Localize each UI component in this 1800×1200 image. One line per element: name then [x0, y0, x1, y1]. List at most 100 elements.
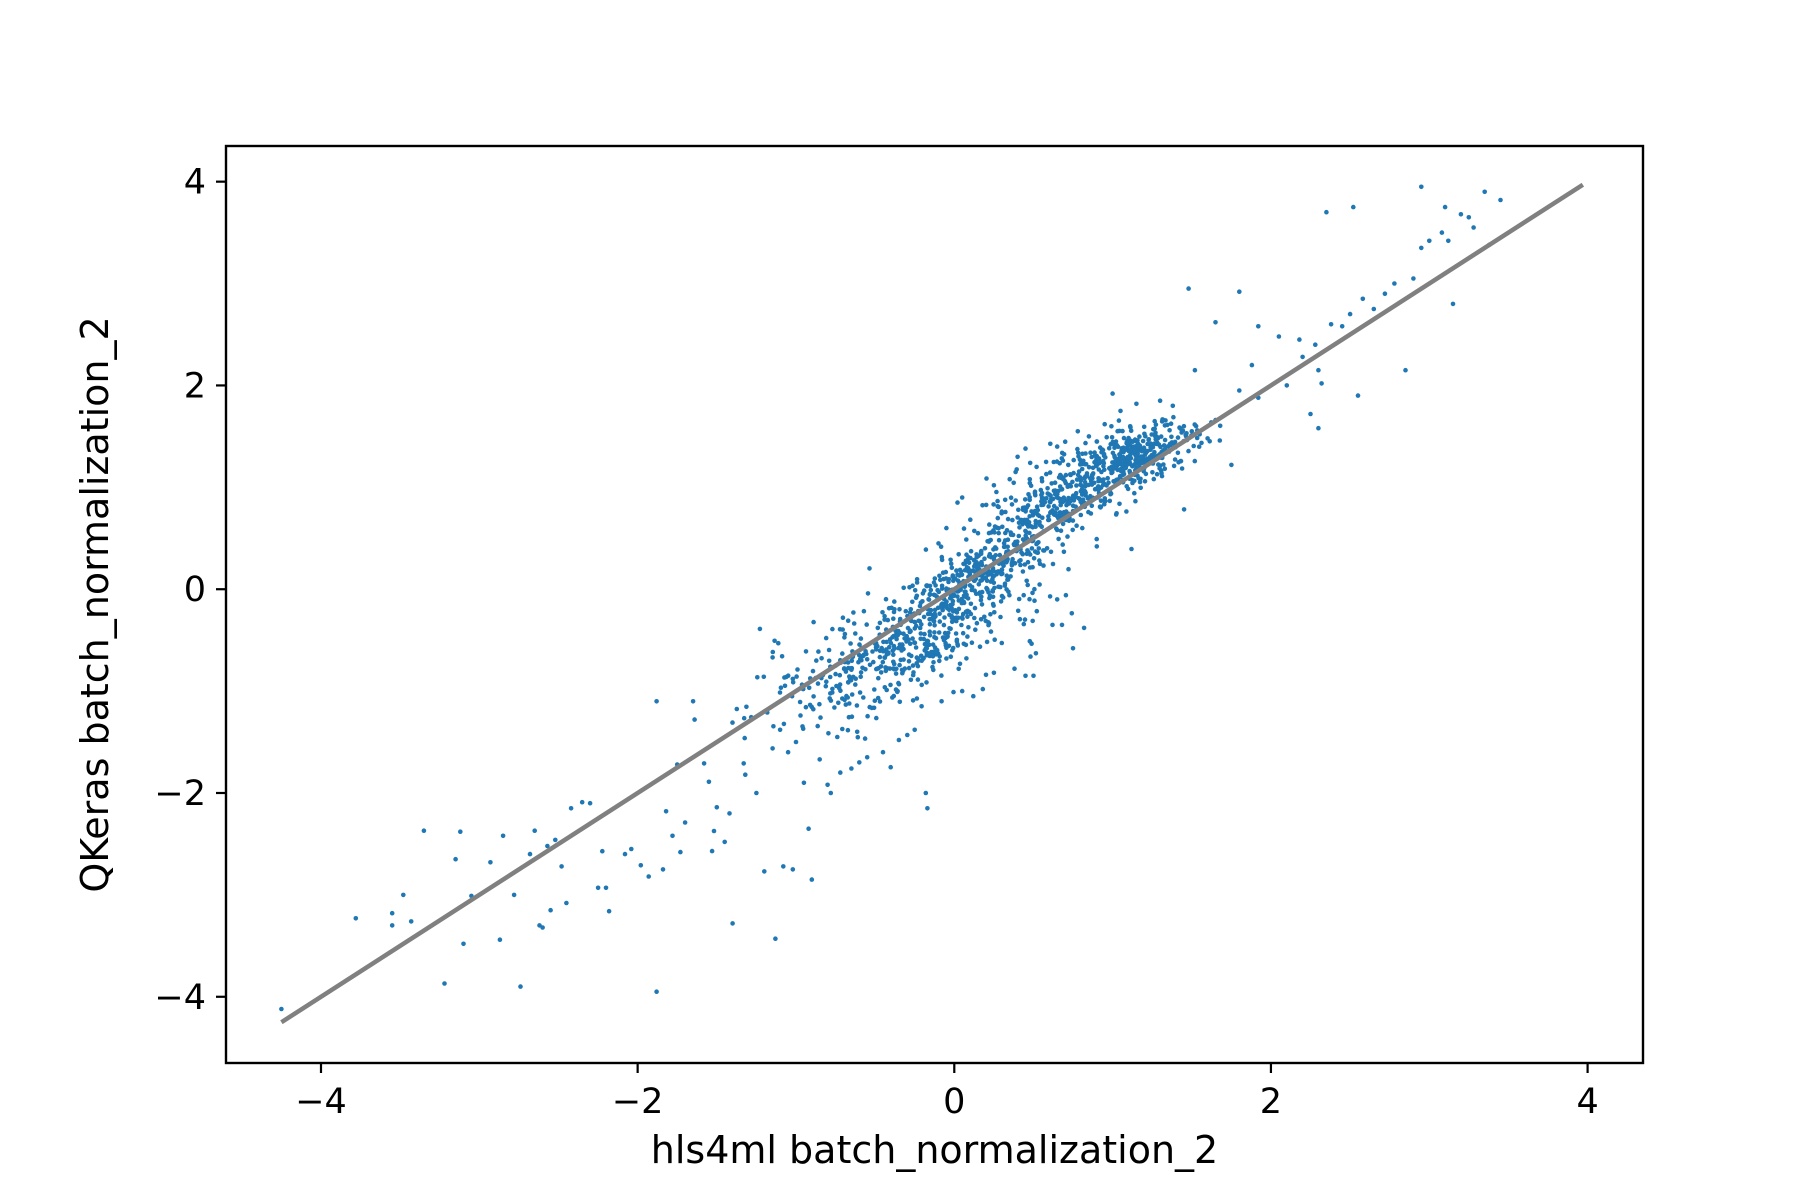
scatter-point	[1027, 552, 1033, 557]
scatter-point	[914, 696, 920, 701]
scatter-point	[982, 556, 987, 561]
scatter-point	[891, 609, 897, 615]
scatter-point	[1054, 597, 1060, 602]
scatter-point	[1022, 562, 1028, 567]
scatter-point	[1339, 324, 1345, 329]
scatter-point	[1018, 517, 1024, 523]
scatter-point	[907, 585, 912, 590]
scatter-point	[906, 665, 912, 671]
scatter-point	[980, 503, 985, 508]
scatter-point	[1113, 458, 1118, 464]
scatter-point	[1062, 478, 1068, 484]
scatter-point	[964, 656, 969, 661]
scatter-point	[1027, 477, 1033, 482]
scatter-point	[1119, 448, 1124, 454]
scatter-point	[972, 588, 977, 593]
x-tick-label: −4	[295, 1082, 347, 1122]
scatter-point	[1033, 521, 1039, 527]
scatter-point	[803, 649, 809, 654]
scatter-point	[827, 674, 833, 680]
scatter-point	[985, 570, 990, 576]
scatter-point	[568, 806, 574, 811]
scatter-point	[1080, 525, 1085, 531]
scatter-point	[1120, 472, 1126, 478]
scatter-point	[1008, 567, 1014, 573]
scatter-point	[1154, 435, 1159, 440]
scatter-point	[1442, 204, 1448, 210]
scatter-point	[1124, 509, 1129, 514]
scatter-point	[817, 757, 822, 762]
scatter-point	[1154, 471, 1160, 477]
scatter-point	[1018, 562, 1023, 568]
scatter-point	[1165, 422, 1170, 428]
scatter-point	[1127, 448, 1133, 453]
scatter-point	[540, 925, 545, 930]
scatter-point	[1022, 617, 1028, 622]
scatter-point	[891, 652, 896, 657]
scatter-point	[898, 644, 903, 650]
scatter-point	[1056, 475, 1062, 480]
scatter-point	[897, 630, 903, 636]
scatter-point	[803, 704, 809, 710]
scatter-point	[1137, 461, 1142, 467]
scatter-point	[880, 749, 886, 755]
scatter-point	[856, 652, 862, 658]
scatter-point	[1070, 518, 1076, 523]
scatter-point	[841, 666, 847, 672]
scatter-point	[948, 561, 954, 566]
scatter-point	[950, 601, 955, 607]
scatter-point	[940, 570, 946, 575]
scatter-point	[1017, 616, 1023, 622]
scatter-point	[1013, 498, 1018, 503]
scatter-point	[984, 578, 990, 583]
scatter-point	[954, 637, 960, 643]
scatter-point	[877, 654, 883, 660]
scatter-point	[848, 666, 853, 671]
scatter-point	[1009, 561, 1015, 566]
scatter-point	[595, 885, 601, 891]
scatter-point	[1037, 582, 1042, 587]
scatter-point	[1000, 595, 1006, 600]
scatter-point	[1094, 544, 1100, 549]
scatter-point	[1048, 510, 1053, 516]
scatter-point	[972, 569, 977, 574]
scatter-point	[849, 766, 854, 771]
scatter-point	[784, 674, 789, 680]
scatter-point	[818, 715, 823, 720]
x-axis-ticks: −4 −2 0 2 4	[295, 1063, 1599, 1122]
scatter-point	[1012, 666, 1017, 671]
scatter-point	[777, 690, 783, 695]
scatter-point	[1471, 225, 1476, 230]
scatter-point	[800, 724, 805, 729]
scatter-point	[854, 703, 860, 708]
scatter-point	[1041, 563, 1046, 568]
scatter-point	[888, 764, 893, 770]
scatter-point	[817, 701, 822, 707]
scatter-point	[1066, 462, 1071, 468]
scatter-point	[777, 727, 783, 733]
scatter-point	[999, 571, 1004, 577]
scatter-point	[1082, 476, 1087, 481]
scatter-point	[937, 619, 943, 624]
scatter-point	[880, 659, 886, 665]
scatter-point	[986, 590, 991, 595]
scatter-point	[927, 621, 933, 627]
scatter-point	[1144, 456, 1150, 462]
scatter-point	[1010, 517, 1015, 523]
scatter-point	[1029, 509, 1034, 514]
scatter-point	[959, 596, 964, 602]
scatter-point	[1162, 466, 1168, 472]
scatter-point	[706, 779, 712, 785]
scatter-point	[1143, 434, 1148, 439]
scatter-point	[998, 599, 1004, 604]
scatter-point	[1017, 558, 1022, 564]
scatter-point	[1297, 337, 1302, 342]
scatter-point	[654, 989, 659, 994]
scatter-point	[992, 610, 997, 615]
scatter-point	[1458, 212, 1464, 217]
scatter-point	[1138, 485, 1143, 491]
scatter-point	[1249, 362, 1255, 368]
scatter-point	[1186, 448, 1191, 454]
scatter-point	[603, 885, 609, 891]
scatter-point	[1162, 437, 1168, 443]
